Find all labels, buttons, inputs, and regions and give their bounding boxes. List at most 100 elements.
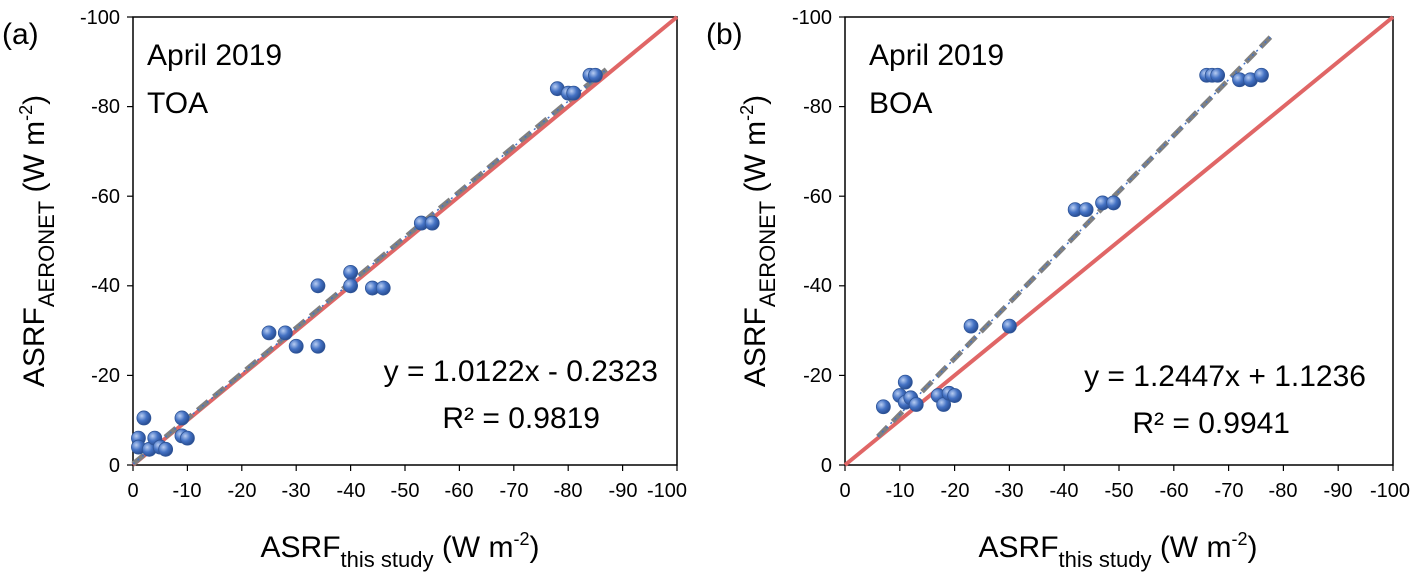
x-axis-label-unit: (W m <box>1151 531 1231 564</box>
y-axis-label: ASRFAERONET (W m-2) <box>737 95 780 387</box>
x-tick-label: -30 <box>282 480 311 502</box>
data-point <box>343 264 359 280</box>
y-tick-label: -80 <box>803 96 832 118</box>
data-point <box>1078 202 1094 218</box>
y-axis-label-main: ASRF <box>739 307 772 387</box>
y-ticks-b: 0 -20 -40 -60 -80 -100 <box>792 7 832 477</box>
x-tick-label: -10 <box>886 480 915 502</box>
y-ticks-a: 0 -20 -40 -60 -80 -100 <box>80 7 120 477</box>
x-tick-label: -100 <box>647 480 687 502</box>
data-point <box>310 278 326 294</box>
fit-line <box>131 67 608 466</box>
y-axis-label: ASRFAERONET (W m-2) <box>16 95 59 387</box>
y-tick-label: -20 <box>803 365 832 387</box>
data-point <box>310 338 326 354</box>
y-tick-label: -60 <box>91 186 120 208</box>
y-axis-label-close: ) <box>739 95 772 105</box>
panel-a: (a) 0 -20 -40 -60 -80 -100 0 -10 -20 -30… <box>2 7 687 572</box>
r-squared: R² = 0.9941 <box>1132 407 1290 440</box>
x-tick-label: -50 <box>1105 480 1134 502</box>
y-axis-label-main: ASRF <box>18 307 51 387</box>
x-axis-label-main: ASRF <box>261 531 341 564</box>
panel-b: (b) 0 -20 -40 -60 -80 -100 0 -10 -20 -30… <box>706 7 1410 572</box>
one-to-one-line <box>843 15 1395 467</box>
x-tick-label: -40 <box>337 480 366 502</box>
x-tick-label: -50 <box>391 480 420 502</box>
panel-label: (b) <box>706 18 743 51</box>
data-point <box>174 410 190 426</box>
x-tick-label: 0 <box>127 480 138 502</box>
y-axis-label-unit: (W m <box>739 121 772 201</box>
y-tick-label: -100 <box>792 7 832 29</box>
data-point <box>343 278 359 294</box>
marks-b <box>839 15 1395 471</box>
x-tick-label: -100 <box>1370 480 1410 502</box>
data-point <box>261 325 277 341</box>
data-point <box>277 325 293 341</box>
y-axis-label-sub: AERONET <box>34 201 59 307</box>
x-tick-label: -60 <box>445 480 474 502</box>
y-tick-label: -80 <box>91 96 120 118</box>
x-axis-label: ASRFthis study (W m-2) <box>979 529 1258 572</box>
data-point <box>908 397 924 412</box>
annotation-month: April 2019 <box>147 39 282 72</box>
data-point <box>288 338 304 354</box>
x-tick-label: -60 <box>1160 480 1189 502</box>
data-point <box>1002 318 1017 334</box>
x-tick-label: -70 <box>1215 480 1244 502</box>
x-tick-label: -90 <box>1324 480 1353 502</box>
y-tick-label: -40 <box>803 275 832 297</box>
y-tick-label: 0 <box>821 455 832 477</box>
data-point <box>158 441 174 457</box>
data-point <box>375 280 391 296</box>
r-squared: R² = 0.9819 <box>442 402 600 435</box>
data-point <box>875 399 891 415</box>
data-point <box>963 318 979 334</box>
y-tick-label: -100 <box>80 7 120 29</box>
x-tick-label: -20 <box>941 480 970 502</box>
y-tick-label: 0 <box>109 455 120 477</box>
data-point <box>136 410 152 426</box>
annotation-level: BOA <box>869 87 932 120</box>
data-point <box>1210 67 1226 83</box>
x-axis-label: ASRFthis study (W m-2) <box>261 529 540 572</box>
y-axis-label-sup: -2 <box>16 105 36 121</box>
x-tick-label: -80 <box>1269 480 1298 502</box>
y-axis-label-unit: (W m <box>18 121 51 201</box>
y-axis-label-sup: -2 <box>737 105 757 121</box>
x-tick-label: 0 <box>839 480 850 502</box>
data-point <box>1254 67 1269 83</box>
x-axis-label-close: ) <box>529 531 539 564</box>
x-tick-label: -30 <box>995 480 1024 502</box>
x-tick-label: -40 <box>1050 480 1079 502</box>
x-axis-label-close: ) <box>1247 531 1257 564</box>
data-point <box>424 215 440 231</box>
marks-a <box>127 15 679 471</box>
x-ticks-b: 0 -10 -20 -30 -40 -50 -60 -70 -80 -90 -1… <box>839 480 1410 502</box>
x-tick-label: -70 <box>500 480 529 502</box>
x-tick-label: -20 <box>228 480 257 502</box>
x-axis-label-main: ASRF <box>979 531 1059 564</box>
fit-equation: y = 1.2447x + 1.1236 <box>1084 360 1366 393</box>
x-axis-label-sup: -2 <box>1231 529 1247 549</box>
x-tick-label: -10 <box>173 480 202 502</box>
annotation-level: TOA <box>147 87 208 120</box>
fit-equation: y = 1.0122x - 0.2323 <box>384 355 658 388</box>
y-axis-label-close: ) <box>18 95 51 105</box>
x-tick-label: -90 <box>609 480 638 502</box>
y-axis-label-sub: AERONET <box>755 201 780 307</box>
y-tick-label: -40 <box>91 275 120 297</box>
panel-label: (a) <box>2 18 39 51</box>
x-tick-label: -80 <box>554 480 583 502</box>
x-axis-label-sub: this study <box>1059 547 1152 572</box>
annotation-month: April 2019 <box>869 39 1004 72</box>
data-point <box>179 430 195 446</box>
x-axis-label-sup: -2 <box>513 529 529 549</box>
data-point <box>588 67 603 83</box>
data-point <box>1106 195 1121 211</box>
y-tick-label: -20 <box>91 365 120 387</box>
x-ticks-a: 0 -10 -20 -30 -40 -50 -60 -70 -80 -90 -1… <box>127 480 687 502</box>
data-point <box>897 374 913 390</box>
x-axis-label-unit: (W m <box>433 531 513 564</box>
